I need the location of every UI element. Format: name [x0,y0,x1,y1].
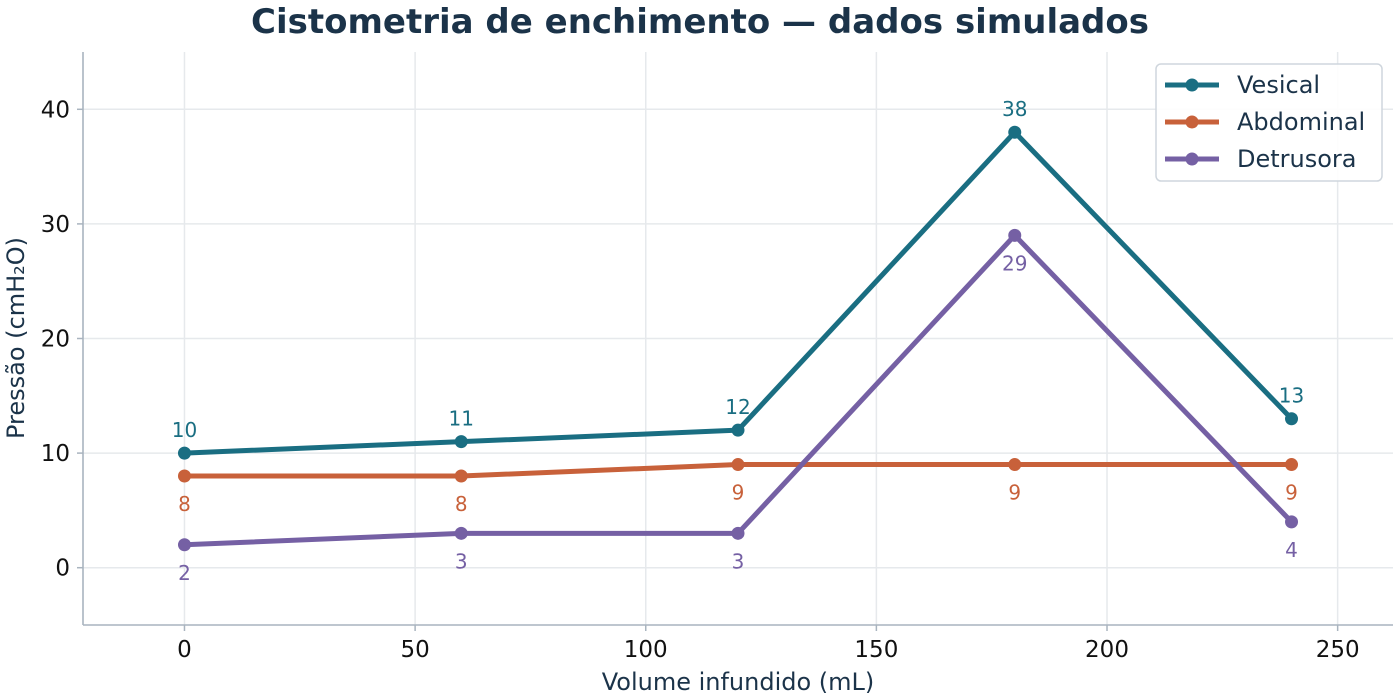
data-label: 9 [1285,481,1298,505]
data-point [177,446,191,460]
legend-box [1155,63,1383,182]
data-label: 29 [1002,251,1027,275]
data-point [1008,125,1022,139]
data-point [1285,412,1299,426]
legend-label: Vesical [1237,71,1320,99]
legend: Vesical Abdominal Detrusora [1155,63,1383,182]
data-label: 4 [1285,538,1298,562]
series-detrusora: 2 3 3 29 4 [177,228,1299,585]
data-point [1285,458,1299,472]
x-tick-label: 200 [1085,637,1129,663]
y-axis-label: Pressão (cmH₂O) [2,237,30,439]
x-tick-label: 250 [1316,637,1360,663]
legend-label: Abdominal [1237,108,1365,136]
data-label: 10 [172,418,197,442]
x-tick-label: 150 [854,637,898,663]
legend-item-vesical: Vesical [1165,71,1320,99]
legend-item-abdominal: Abdominal [1165,108,1365,136]
legend-marker [1185,152,1199,166]
x-axis-ticks: 0 50 100 150 200 250 [177,625,1360,663]
data-label: 2 [178,561,191,585]
data-point [731,526,745,540]
series-layer: 10 11 12 38 13 8 8 9 9 9 2 3 3 29 4 [172,97,1304,585]
y-tick-label: 20 [41,327,70,353]
y-tick-label: 40 [41,97,70,123]
data-label: 38 [1002,97,1027,121]
data-point [1008,228,1022,242]
data-point [177,469,191,483]
y-tick-label: 10 [41,441,70,467]
x-tick-label: 0 [177,637,192,663]
y-axis-ticks: 0 10 20 30 40 [41,97,83,582]
series-vesical: 10 11 12 38 13 [172,97,1304,460]
series-abdominal: 8 8 9 9 9 [177,458,1299,516]
data-point [731,458,745,472]
chart-title: Cistometria de enchimento — dados simula… [251,2,1149,42]
data-label: 12 [725,395,750,419]
data-label: 9 [732,481,745,505]
data-point [1285,515,1299,529]
data-point [177,538,191,552]
data-point [454,526,468,540]
data-point [1008,458,1022,472]
data-label: 3 [732,549,745,573]
legend-marker [1185,78,1199,92]
x-tick-label: 100 [624,637,668,663]
data-label: 8 [178,492,191,516]
data-point [454,469,468,483]
data-label: 13 [1279,384,1304,408]
x-tick-label: 50 [400,637,429,663]
data-label: 9 [1008,481,1021,505]
legend-marker [1185,115,1199,129]
data-point [731,423,745,437]
legend-item-detrusora: Detrusora [1165,145,1357,173]
x-axis-label: Volume infundido (mL) [602,668,875,696]
data-label: 3 [455,549,468,573]
data-point [454,435,468,449]
y-tick-label: 30 [41,212,70,238]
legend-label: Detrusora [1237,145,1357,173]
data-label: 8 [455,492,468,516]
y-tick-label: 0 [55,556,70,582]
data-label: 11 [449,407,474,431]
